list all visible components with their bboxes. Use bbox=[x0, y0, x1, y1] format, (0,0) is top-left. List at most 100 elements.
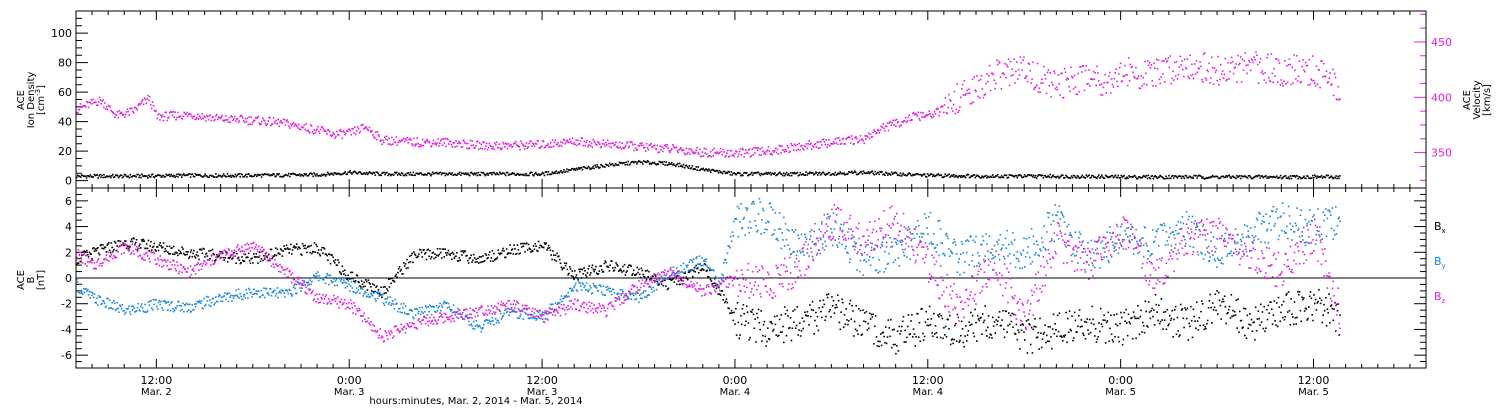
data-point bbox=[288, 172, 290, 175]
data-point bbox=[621, 162, 624, 165]
data-point bbox=[756, 316, 759, 319]
data-point bbox=[222, 295, 225, 298]
data-point bbox=[903, 341, 906, 343]
data-point bbox=[392, 173, 394, 176]
data-point bbox=[1065, 174, 1067, 177]
data-point bbox=[696, 169, 698, 171]
data-point bbox=[1306, 175, 1308, 177]
data-point bbox=[184, 174, 187, 177]
data-point bbox=[374, 174, 377, 176]
data-point bbox=[185, 251, 188, 253]
data-point bbox=[1304, 177, 1306, 179]
data-point bbox=[76, 281, 79, 283]
data-point bbox=[630, 265, 633, 268]
data-point bbox=[445, 172, 448, 175]
data-point bbox=[122, 243, 124, 245]
data-point bbox=[605, 141, 607, 144]
data-point bbox=[925, 176, 928, 178]
data-point bbox=[1160, 76, 1162, 78]
data-point bbox=[270, 294, 273, 297]
data-point bbox=[960, 88, 963, 90]
data-point bbox=[1296, 316, 1298, 319]
data-point bbox=[322, 246, 325, 249]
data-point bbox=[1238, 175, 1240, 178]
data-point bbox=[673, 163, 675, 165]
data-point bbox=[1335, 303, 1338, 306]
data-point bbox=[909, 119, 911, 122]
data-point bbox=[740, 323, 743, 326]
data-point bbox=[1120, 311, 1122, 314]
data-point bbox=[709, 169, 711, 172]
data-point bbox=[1074, 176, 1077, 179]
data-point bbox=[168, 304, 171, 306]
data-point bbox=[877, 340, 879, 343]
data-point bbox=[991, 72, 994, 75]
data-point bbox=[223, 295, 226, 297]
data-point bbox=[419, 143, 421, 146]
data-point bbox=[984, 175, 986, 178]
data-point bbox=[309, 172, 311, 174]
data-point bbox=[165, 173, 168, 176]
data-point bbox=[744, 324, 746, 327]
data-point bbox=[572, 168, 575, 171]
data-point bbox=[94, 101, 96, 104]
data-point bbox=[1141, 176, 1144, 178]
data-point bbox=[860, 171, 863, 173]
data-point bbox=[820, 172, 823, 175]
data-point bbox=[883, 173, 885, 175]
data-point bbox=[1334, 177, 1336, 179]
data-point bbox=[782, 149, 784, 151]
data-point bbox=[799, 171, 802, 174]
data-point bbox=[799, 335, 802, 337]
data-point bbox=[170, 173, 172, 176]
data-point bbox=[1197, 67, 1200, 69]
data-point bbox=[929, 113, 931, 115]
data-point bbox=[709, 278, 712, 281]
data-point bbox=[663, 144, 666, 147]
data-point bbox=[353, 280, 355, 283]
data-point bbox=[602, 165, 604, 168]
data-point bbox=[1108, 75, 1110, 77]
data-point bbox=[114, 174, 117, 177]
data-point bbox=[403, 265, 406, 267]
data-point bbox=[752, 313, 755, 316]
data-point bbox=[999, 176, 1002, 179]
data-point bbox=[664, 164, 666, 166]
data-point bbox=[245, 173, 247, 176]
data-point bbox=[695, 264, 697, 267]
data-point bbox=[236, 174, 239, 177]
data-point bbox=[772, 150, 774, 152]
data-point bbox=[747, 322, 750, 324]
data-point bbox=[211, 175, 213, 177]
data-point bbox=[1268, 79, 1271, 82]
data-point bbox=[77, 174, 79, 177]
data-point bbox=[795, 149, 798, 152]
data-point bbox=[1235, 63, 1237, 65]
data-point bbox=[225, 119, 228, 121]
data-point bbox=[227, 175, 230, 177]
data-point bbox=[242, 117, 244, 119]
data-point bbox=[306, 175, 309, 177]
data-point bbox=[1175, 333, 1178, 336]
data-point bbox=[827, 293, 830, 295]
data-point bbox=[263, 258, 266, 260]
data-point bbox=[147, 239, 150, 242]
data-point bbox=[1097, 336, 1099, 338]
data-point bbox=[260, 176, 263, 178]
data-point bbox=[676, 163, 678, 166]
data-point bbox=[595, 166, 597, 168]
data-point bbox=[1315, 177, 1318, 179]
data-point bbox=[216, 255, 219, 258]
data-point bbox=[461, 254, 463, 256]
data-point bbox=[831, 296, 833, 298]
data-point bbox=[676, 275, 679, 277]
data-point bbox=[762, 323, 765, 326]
data-point bbox=[1244, 52, 1246, 54]
data-point bbox=[302, 126, 305, 129]
data-point bbox=[1242, 175, 1244, 178]
data-point bbox=[150, 300, 152, 302]
data-point bbox=[93, 102, 95, 104]
data-point bbox=[216, 176, 218, 178]
data-point bbox=[219, 250, 221, 253]
data-point bbox=[927, 175, 930, 177]
